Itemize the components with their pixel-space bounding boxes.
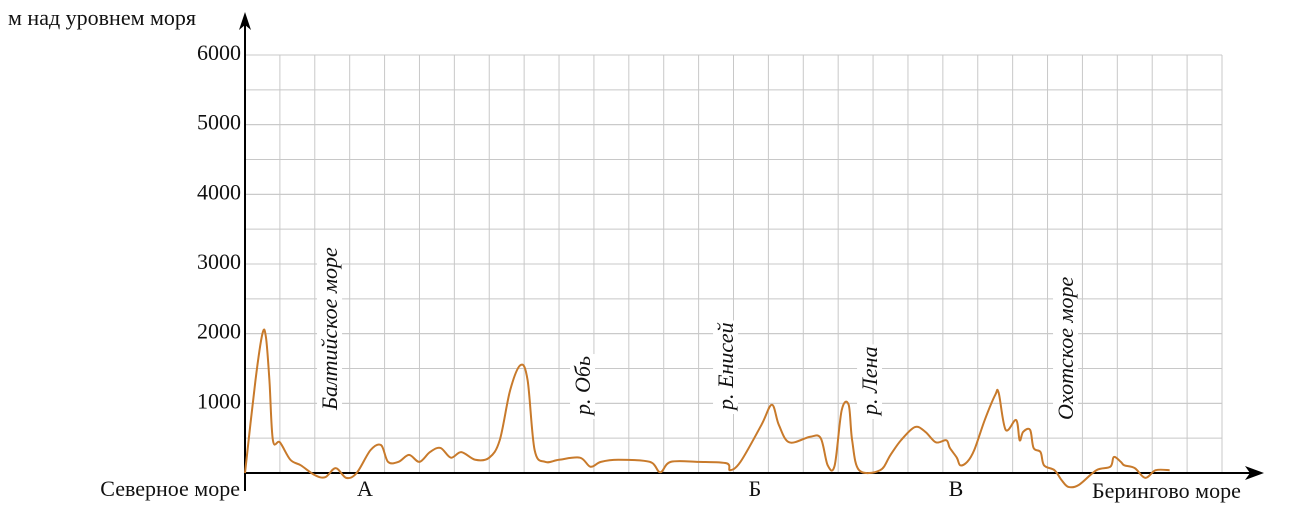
y-tick-label: 2000 [197, 319, 241, 344]
y-tick-label: 4000 [197, 179, 241, 204]
y-tick-label: 3000 [197, 249, 241, 274]
annotation: р. Обь [570, 356, 595, 417]
annotation-bg [713, 320, 739, 414]
annotation-bg [857, 344, 883, 419]
annotation-bg [570, 354, 596, 419]
y-tick-label: 1000 [197, 388, 241, 413]
profile-line [244, 328, 1170, 489]
annotation: р. Лена [857, 346, 882, 417]
annotation-bg [1053, 274, 1079, 422]
x-axis-arrow [1245, 466, 1264, 480]
y-axis-label: м над уровнем моря [8, 5, 196, 30]
end-label: Берингово море [1092, 478, 1241, 503]
start-label: Северное море [100, 476, 240, 501]
annotation-bg [317, 245, 343, 413]
point-label: Б [749, 476, 762, 501]
y-tick-label: 6000 [197, 40, 241, 65]
point-label: А [357, 476, 373, 501]
y-axis-arrow [239, 12, 251, 30]
annotation: р. Енисей [713, 322, 738, 412]
point-label: В [949, 476, 964, 501]
annotation: Балтийское море [317, 247, 342, 411]
y-tick-label: 5000 [197, 110, 241, 135]
annotation: Охотское море [1053, 276, 1078, 420]
